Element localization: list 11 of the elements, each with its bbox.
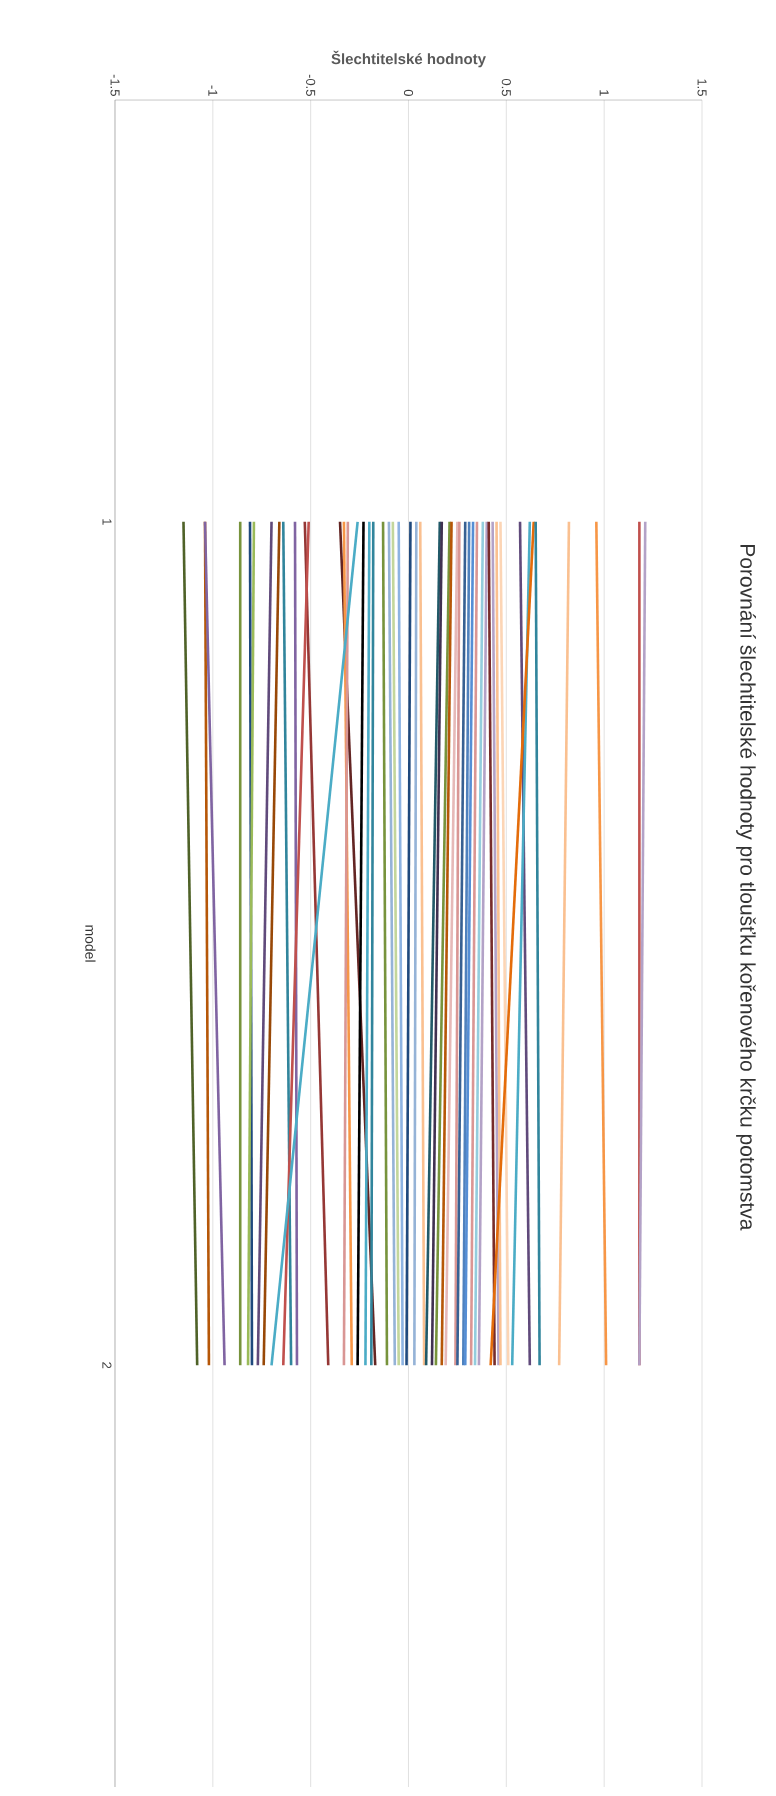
x-tick-label: 0 xyxy=(403,89,414,96)
x-tick-label: -1 xyxy=(208,85,218,96)
x-tick-label: 1 xyxy=(599,90,609,96)
x-tick-label: 0.5 xyxy=(501,78,511,96)
x-tick-label: -1.5 xyxy=(110,74,120,96)
x-axis-title: Šlechtitelské hodnoty xyxy=(331,50,486,68)
text: Porovnání šlechtitelské hodnoty pro tloušťku kořenového krčku potomstva xyxy=(736,545,756,1231)
y-tick-label: 2 xyxy=(102,1362,112,1369)
x-tick-label: -0.5 xyxy=(306,74,316,96)
y-axis-title: model xyxy=(85,925,96,962)
x-tick-label: 1.5 xyxy=(697,79,707,96)
